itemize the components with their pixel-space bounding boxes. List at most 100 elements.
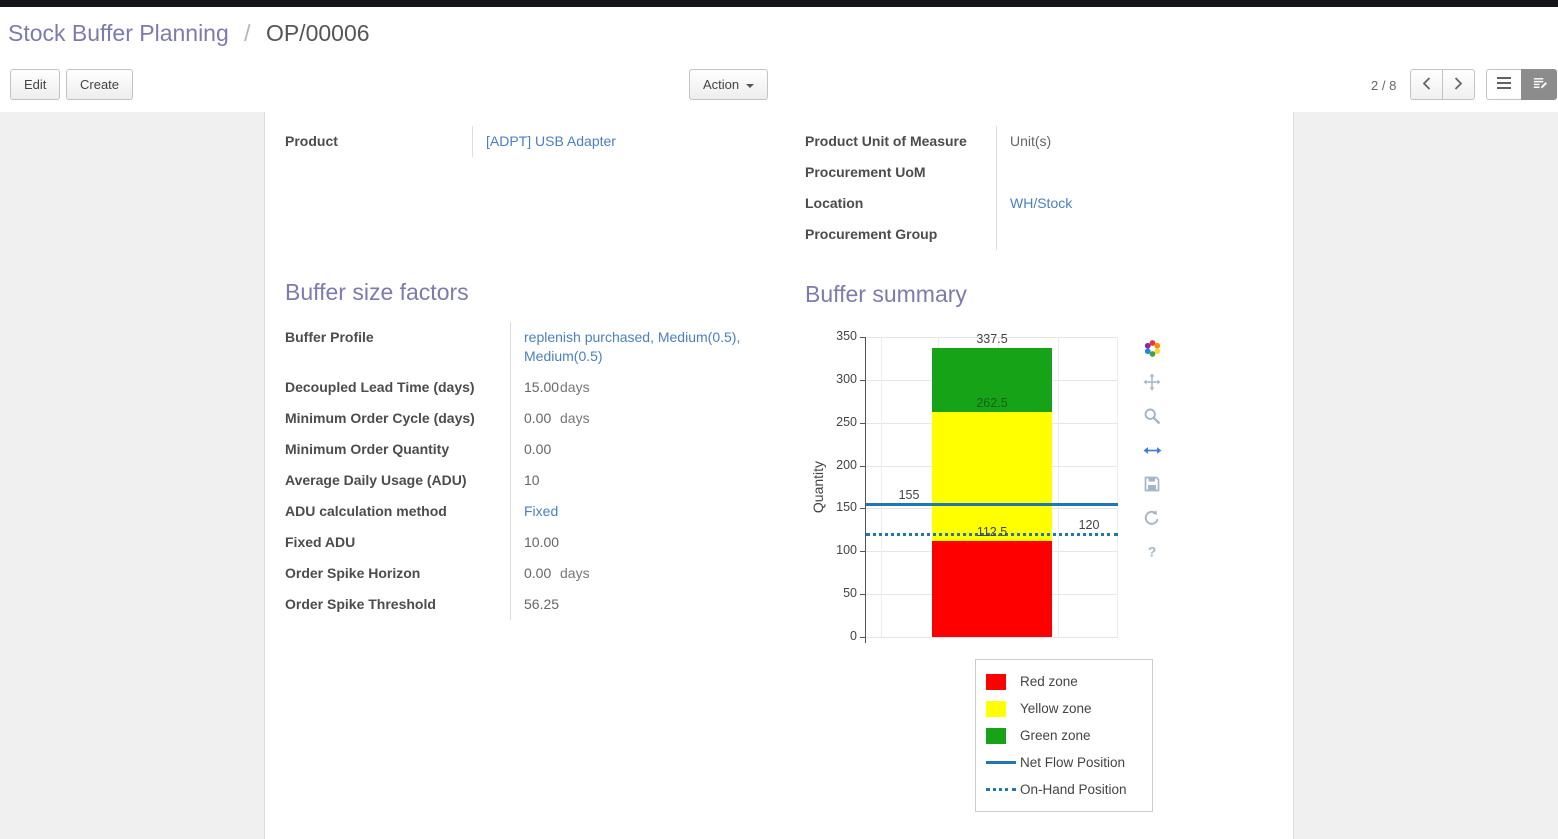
form-view-button[interactable]: [1521, 69, 1557, 100]
field-row-minimum-order-cycle-days: Minimum Order Cycle (days) 0.00 days: [285, 403, 777, 434]
chart-annotation: 337.5: [976, 331, 1008, 346]
field-value-text: 56.25: [524, 596, 560, 612]
red-zone-bar: [932, 540, 1052, 637]
buffer-factors-group: Buffer Profile replenish purchased, Mediu…: [285, 322, 777, 620]
legend-swatch-line-icon: [986, 761, 1020, 764]
field-label: Order Spike Horizon: [285, 558, 511, 589]
field-value: [997, 157, 1010, 188]
y-tick-mark: [860, 551, 865, 553]
edit-button[interactable]: Edit: [10, 69, 61, 100]
legend-item-red-zone[interactable]: Red zone: [986, 668, 1148, 695]
field-label: Procurement Group: [805, 219, 997, 250]
field-value: Unit(s): [997, 126, 1051, 157]
y-tick-mark: [860, 508, 865, 510]
y-tick-label: 150: [836, 500, 857, 515]
field-value-text: 0.00: [524, 565, 552, 581]
pager-previous-button[interactable]: [1410, 69, 1443, 100]
buffer-size-factors-title: Buffer size factors: [285, 279, 469, 305]
view-switcher: [1486, 69, 1557, 100]
reset-axes-icon[interactable]: [1139, 501, 1165, 535]
y-tick-mark: [860, 465, 865, 467]
field-value: 56.25: [511, 589, 559, 620]
breadcrumb-parent-link[interactable]: Stock Buffer Planning: [8, 20, 229, 46]
control-panel: Edit Create Action 2 / 8: [0, 60, 1558, 112]
v-gridline: [881, 337, 882, 637]
field-label: ADU calculation method: [285, 496, 511, 527]
field-row-buffer-profile: Buffer Profile replenish purchased, Mediu…: [285, 322, 777, 372]
field-value-text: 0.00: [524, 441, 552, 457]
field-row-procurement-group: Procurement Group: [805, 219, 1277, 250]
field-value-text: Unit(s): [1010, 133, 1052, 149]
field-row-product: Product [ADPT] USB Adapter: [285, 126, 751, 157]
pan-icon[interactable]: [1139, 365, 1165, 399]
green-zone-bar: [932, 347, 1052, 412]
square-swatch: [986, 700, 1006, 717]
field-label: Minimum Order Cycle (days): [285, 403, 511, 434]
y-tick-label: 100: [836, 543, 857, 558]
field-label: Minimum Order Quantity: [285, 434, 511, 465]
field-unit-suffix: days: [560, 410, 590, 426]
legend-label: Red zone: [1020, 674, 1078, 689]
y-tick-mark: [860, 594, 865, 596]
field-value: [997, 219, 1010, 250]
field-value-link[interactable]: replenish purchased, Medium(0.5), Medium…: [524, 329, 741, 364]
pager-count: 2 / 8: [1371, 78, 1397, 93]
pager-next-button[interactable]: [1442, 69, 1475, 100]
legend-swatch-square-icon: [986, 700, 1020, 717]
legend-item-yellow-zone[interactable]: Yellow zone: [986, 695, 1148, 722]
create-button[interactable]: Create: [66, 69, 134, 100]
field-value-text: 0.00: [524, 410, 552, 426]
h-gridline: [866, 337, 1118, 338]
field-value: 0.00 days: [511, 558, 590, 589]
legend-item-green-zone[interactable]: Green zone: [986, 722, 1148, 749]
legend-label: Green zone: [1020, 728, 1091, 743]
field-row-product-unit-of-measure: Product Unit of Measure Unit(s): [805, 126, 1277, 157]
general-left-group: Product [ADPT] USB Adapter: [285, 126, 751, 157]
list-view-button[interactable]: [1486, 69, 1522, 100]
field-value-link[interactable]: WH/Stock: [1010, 195, 1073, 211]
action-dropdown-button[interactable]: Action: [689, 69, 769, 100]
general-right-group: Product Unit of Measure Unit(s) Procuremen…: [805, 126, 1277, 250]
field-row-fixed-adu: Fixed ADU 10.00: [285, 527, 777, 558]
y-tick-label: 0: [850, 629, 857, 643]
breadcrumb-bar: Stock Buffer Planning / OP/00006: [0, 7, 1558, 60]
field-label: Procurement UoM: [805, 157, 997, 188]
form-edit-icon: [1532, 77, 1547, 94]
autoscale-icon[interactable]: [1139, 433, 1165, 467]
legend-item-net-flow-position[interactable]: Net Flow Position: [986, 749, 1148, 776]
plotly-logo[interactable]: [1139, 331, 1165, 365]
breadcrumb-separator: /: [244, 20, 251, 46]
field-row-adu-calculation-method: ADU calculation method Fixed: [285, 496, 777, 527]
chart-modebar: ?: [1139, 331, 1165, 569]
field-value-text: 10.00: [524, 534, 560, 550]
field-value: WH/Stock: [997, 188, 1072, 219]
caret-down-icon: [746, 83, 755, 88]
chart-legend: Red zone Yellow zone Green zone Net Flow Po…: [975, 659, 1153, 812]
field-label: Product: [285, 126, 473, 157]
dotted-swatch: [986, 788, 1016, 791]
legend-swatch-dotted-icon: [986, 788, 1020, 791]
help-icon[interactable]: ?: [1139, 535, 1165, 569]
field-label: Decoupled Lead Time (days): [285, 372, 511, 403]
field-value: replenish purchased, Medium(0.5), Medium…: [511, 322, 769, 372]
v-gridline: [1058, 337, 1059, 637]
y-tick-label: 50: [843, 586, 857, 601]
field-value: 0.00 days: [511, 403, 590, 434]
field-value-link[interactable]: [ADPT] USB Adapter: [486, 133, 616, 149]
field-label: Fixed ADU: [285, 527, 511, 558]
field-label: Product Unit of Measure: [805, 126, 997, 157]
chart-annotation: 120: [1078, 518, 1100, 533]
yellow-zone-bar: [932, 412, 1052, 541]
field-value-link[interactable]: Fixed: [524, 503, 559, 519]
y-axis: 0 50 100 150 200 250 300 350: [805, 327, 865, 647]
action-label: Action: [703, 77, 740, 92]
field-value: 0.00: [511, 434, 551, 465]
field-unit-suffix: days: [560, 379, 590, 395]
content-area: Product [ADPT] USB Adapter Product Unit o…: [0, 112, 1558, 839]
zoom-icon[interactable]: [1139, 399, 1165, 433]
save-icon[interactable]: [1139, 467, 1165, 501]
svg-text:?: ?: [1148, 544, 1157, 560]
y-tick-label: 350: [836, 329, 857, 343]
legend-item-on-hand-position[interactable]: On-Hand Position: [986, 776, 1148, 803]
